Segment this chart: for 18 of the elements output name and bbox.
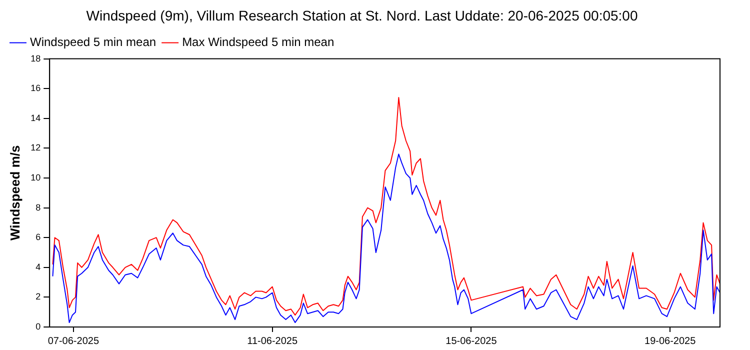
y-tick-label: 2 xyxy=(36,292,41,302)
legend-label: Windspeed 5 min mean xyxy=(30,35,156,50)
x-tick-label: 19-06-2025 xyxy=(644,336,696,347)
y-tick-label: 18 xyxy=(30,53,41,64)
legend-label: Max Windspeed 5 min mean xyxy=(182,35,334,50)
y-tick-label: 6 xyxy=(36,232,41,242)
x-tick-label: 11-06-2025 xyxy=(247,336,298,347)
y-tick-label: 10 xyxy=(30,172,41,182)
y-tick-label: 12 xyxy=(30,142,41,153)
y-axis-title: Windspeed m/s xyxy=(7,145,22,241)
chart-title: Windspeed (9m), Villum Research Station at St. Nord. Last Uddate: 20-06-2025 00:05:00 xyxy=(86,7,638,24)
y-tick-label: 14 xyxy=(30,112,41,123)
x-tick-label: 15-06-2025 xyxy=(446,336,498,347)
y-tick-label: 16 xyxy=(30,83,41,94)
x-tick-label: 07-06-2025 xyxy=(48,336,100,347)
y-tick-label: 8 xyxy=(36,202,41,212)
y-tick-label: 4 xyxy=(36,262,41,272)
y-tick-label: 0 xyxy=(36,321,41,332)
